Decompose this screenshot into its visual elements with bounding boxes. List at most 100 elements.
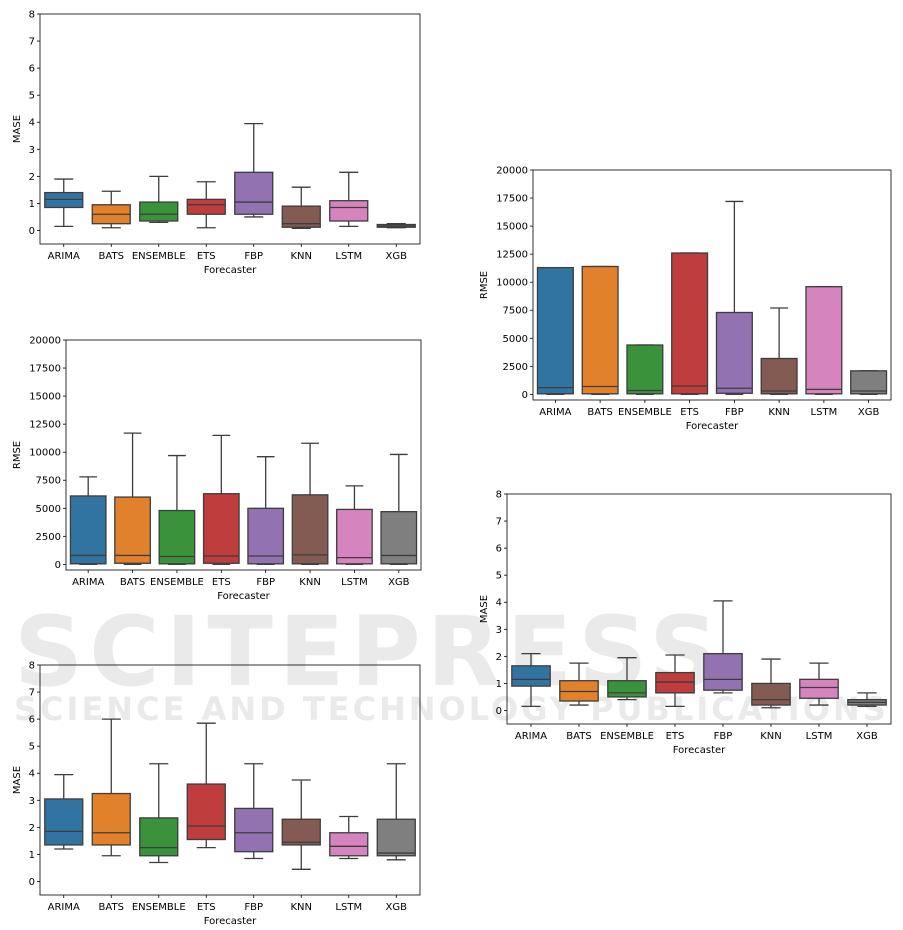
box-body [376,818,416,857]
x-tick-label: FBP [725,407,744,418]
box-body [281,205,321,228]
box-body [186,198,226,215]
box-fbp [247,456,285,566]
y-tick-label: 6 [29,64,35,75]
y-tick-label: 12500 [29,420,61,431]
y-tick-label: 6 [29,715,35,726]
box-ensemble [158,454,196,566]
x-tick-label: ENSEMBLE [600,731,654,742]
x-axis-label: Forecaster [204,916,257,927]
y-tick-label: 2 [29,823,35,834]
y-tick-label: 3 [29,796,35,807]
box-body [247,507,285,565]
y-tick-label: 20000 [29,336,61,347]
y-tick-label: 2500 [36,532,61,543]
box-body [114,496,151,564]
box-body [703,652,743,691]
box-bats [114,432,151,566]
box-ets [655,654,695,708]
box-body [760,357,798,395]
x-tick-label: LSTM [335,902,362,913]
y-tick-label: 1 [496,679,502,690]
x-tick-label: KNN [290,251,312,262]
box-body [329,200,369,222]
y-tick-label: 3 [496,625,502,636]
box-lstm [336,485,373,566]
x-tick-label: LSTM [806,731,833,742]
x-tick-label: XGB [386,902,408,913]
x-tick-label: KNN [290,902,312,913]
box-arima [44,773,84,850]
y-tick-label: 5000 [36,504,61,515]
x-tick-label: ETS [680,407,699,418]
y-tick-label: 7 [29,37,35,48]
box-xgb [850,370,888,396]
box-bats [91,718,131,857]
box-body [336,508,373,565]
y-tick-label: 7500 [36,476,61,487]
box-arima [511,652,551,708]
x-tick-label: ENSEMBLE [618,407,672,418]
y-tick-label: 6 [496,544,502,555]
y-tick-label: 0 [29,877,35,888]
box-ensemble [139,175,179,224]
plot-frame [39,13,421,245]
box-body [91,792,131,846]
box-xgb [376,763,416,861]
x-axis-label: Forecaster [673,745,726,756]
y-tick-label: 5 [29,742,35,753]
y-tick-label: 4 [29,118,35,129]
y-tick-label: 15000 [29,392,61,403]
boxplot-chart-4: 0 1 2 3 4 5 6 7 8 MASE Forecaster ARIMA BATS ENSEMBLE… [479,490,892,756]
y-tick-label: 8 [496,490,502,501]
box-body [511,665,551,687]
box-ets [202,434,240,566]
box-lstm [805,286,843,396]
x-tick-label: KNN [760,731,782,742]
box-body [607,680,647,698]
box-body [715,311,753,394]
y-tick-label: 0 [55,560,61,571]
box-body [234,171,274,215]
x-tick-label: ARIMA [539,407,571,418]
x-tick-label: XGB [856,731,878,742]
box-body [581,265,619,395]
box-body [805,286,843,395]
y-tick-label: 20000 [496,166,528,177]
y-tick-label: 4 [496,598,502,609]
box-fbp [703,600,743,694]
box-ets [671,252,709,396]
x-tick-label: BATS [99,902,124,913]
x-axis-label: Forecaster [217,591,270,602]
y-tick-label: 17500 [29,364,61,375]
box-lstm [799,662,839,706]
box-arima [69,476,107,566]
y-tick-label: 0 [496,706,502,717]
box-ensemble [626,344,664,396]
box-xgb [380,453,418,566]
plot-frame [506,493,892,725]
box-body [158,509,196,565]
y-tick-label: 5 [496,571,502,582]
x-tick-label: ETS [197,902,216,913]
box-body [626,344,664,395]
box-body [281,818,321,846]
y-tick-label: 4 [29,769,35,780]
box-fbp [234,763,274,860]
y-tick-label: 5 [29,91,35,102]
box-body [234,807,274,853]
x-tick-label: XGB [386,251,408,262]
box-body [44,798,84,846]
box-knn [751,658,791,709]
y-tick-label: 1 [29,199,35,210]
y-tick-label: 7500 [503,306,528,317]
box-knn [281,186,321,229]
x-tick-label: LSTM [811,407,838,418]
boxplot-chart-3: 0 2500 5000 7500 10000 12500 15000 17500 20000 RM… [12,336,422,602]
box-bats [581,265,619,396]
box-knn [291,442,329,566]
y-axis-label: MASE [12,766,23,794]
box-xgb [847,692,887,708]
x-tick-label: ETS [666,731,685,742]
x-tick-label: BATS [566,731,591,742]
